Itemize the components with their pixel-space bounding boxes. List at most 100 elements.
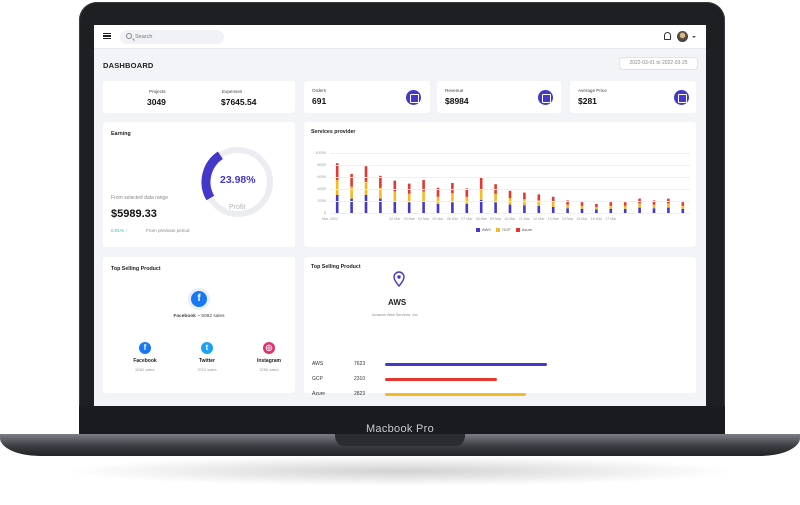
bar-aws[interactable] — [479, 199, 483, 213]
bar-gcp[interactable] — [681, 205, 685, 209]
search-box[interactable] — [120, 30, 224, 44]
bar-azure[interactable] — [566, 200, 569, 205]
bar-gcp[interactable] — [364, 181, 368, 195]
bar-gcp[interactable] — [379, 187, 382, 199]
bar-aws[interactable] — [494, 202, 497, 213]
bar-azure[interactable] — [335, 163, 339, 180]
facebook-icon: f — [139, 342, 151, 354]
bar-aws[interactable] — [407, 202, 411, 213]
x-tick-label: 10 Mar — [504, 217, 516, 221]
bar-aws[interactable] — [451, 202, 454, 213]
bar-gcp[interactable] — [479, 189, 483, 200]
bar-azure[interactable] — [364, 166, 368, 182]
bar-gcp[interactable] — [494, 193, 497, 203]
kpi-card-projects-expenses: Projects 3049 Expenses $7645.54 — [103, 81, 295, 113]
bar-azure[interactable] — [407, 183, 411, 194]
bar-gcp[interactable] — [537, 200, 541, 206]
bar-aws[interactable] — [580, 208, 584, 213]
grid-line — [330, 165, 690, 166]
bar-azure[interactable] — [465, 188, 469, 197]
product-row-bar — [385, 378, 497, 381]
y-tick-label: 2000 — [317, 198, 326, 203]
avatar[interactable] — [677, 31, 688, 42]
bar-azure[interactable] — [537, 194, 541, 201]
bar-gcp[interactable] — [566, 204, 569, 209]
bar-aws[interactable] — [537, 205, 541, 213]
instagram-icon: ◎ — [263, 342, 275, 354]
top-selling-social-card: Top Selling Product f Facebook ~ 5082 sa… — [103, 257, 295, 393]
bar-gcp[interactable] — [667, 203, 670, 208]
bar-gcp[interactable] — [393, 191, 397, 201]
date-range-picker[interactable]: 2022-03-01 to 2022-03-25 — [619, 57, 698, 70]
bar-gcp[interactable] — [609, 205, 613, 209]
bar-aws[interactable] — [379, 198, 382, 213]
product-name: AWS — [388, 298, 407, 307]
search-input[interactable] — [135, 32, 215, 42]
bar-aws[interactable] — [667, 207, 670, 213]
bar-azure[interactable] — [652, 200, 656, 205]
bar-azure[interactable] — [681, 202, 685, 206]
chevron-down-icon[interactable] — [692, 36, 696, 38]
bar-azure[interactable] — [609, 202, 613, 206]
bar-azure[interactable] — [451, 183, 454, 194]
bar-aws[interactable] — [652, 208, 656, 213]
bar-gcp[interactable] — [551, 202, 555, 207]
bar-azure[interactable] — [350, 174, 353, 187]
bar-aws[interactable] — [551, 207, 555, 213]
grid-line — [330, 201, 690, 202]
bar-gcp[interactable] — [350, 186, 353, 199]
services-title: Services provider — [311, 129, 356, 135]
bar-aws[interactable] — [609, 208, 613, 213]
bar-azure[interactable] — [623, 202, 627, 206]
bar-aws[interactable] — [623, 208, 627, 213]
x-tick-label: 16 Mar — [590, 217, 602, 221]
bar-aws[interactable] — [393, 201, 397, 213]
bar-azure[interactable] — [436, 187, 440, 197]
bar-aws[interactable] — [523, 205, 526, 213]
bar-azure[interactable] — [393, 180, 397, 192]
bar-aws[interactable] — [350, 198, 353, 213]
bar-gcp[interactable] — [523, 199, 526, 206]
bar-aws[interactable] — [638, 207, 641, 213]
laptop-notch — [335, 434, 465, 446]
bar-aws[interactable] — [595, 209, 598, 213]
bar-azure[interactable] — [422, 180, 425, 192]
product-row-value: 2823 — [354, 391, 366, 397]
product-row-label: GCP — [312, 376, 323, 382]
bar-aws[interactable] — [335, 195, 339, 213]
bell-icon[interactable] — [664, 32, 671, 40]
bar-aws[interactable] — [364, 195, 368, 213]
services-bar-chart — [335, 163, 685, 213]
bar-azure[interactable] — [595, 204, 598, 207]
bar-gcp[interactable] — [638, 203, 641, 208]
bar-gcp[interactable] — [451, 193, 454, 203]
bar-aws[interactable] — [566, 208, 569, 213]
y-tick-label: 0 — [323, 210, 326, 215]
bar-azure[interactable] — [479, 177, 483, 189]
bar-azure[interactable] — [523, 192, 526, 200]
bar-azure[interactable] — [508, 190, 512, 198]
bar-aws[interactable] — [508, 204, 512, 213]
bar-gcp[interactable] — [422, 191, 425, 201]
bar-gcp[interactable] — [580, 205, 584, 209]
bar-gcp[interactable] — [407, 193, 411, 203]
bar-aws[interactable] — [436, 204, 440, 213]
bar-gcp[interactable] — [335, 180, 339, 195]
bar-aws[interactable] — [465, 204, 469, 213]
bar-azure[interactable] — [580, 202, 584, 206]
bar-aws[interactable] — [422, 201, 425, 213]
bar-aws[interactable] — [681, 208, 685, 213]
grid-line — [330, 153, 690, 154]
bar-gcp[interactable] — [436, 196, 440, 204]
bar-gcp[interactable] — [465, 196, 469, 204]
bar-gcp[interactable] — [595, 207, 598, 210]
bar-gcp[interactable] — [652, 204, 656, 209]
facebook-name: Facebook — [133, 358, 157, 364]
bar-azure[interactable] — [551, 196, 555, 203]
bar-azure[interactable] — [379, 175, 382, 188]
profit-gauge — [201, 145, 275, 218]
bar-gcp[interactable] — [623, 205, 627, 209]
menu-icon[interactable] — [103, 33, 111, 39]
y-tick-label: 8000 — [317, 162, 326, 167]
product-desc: Amazon Web Services, Inc. — [372, 313, 419, 317]
